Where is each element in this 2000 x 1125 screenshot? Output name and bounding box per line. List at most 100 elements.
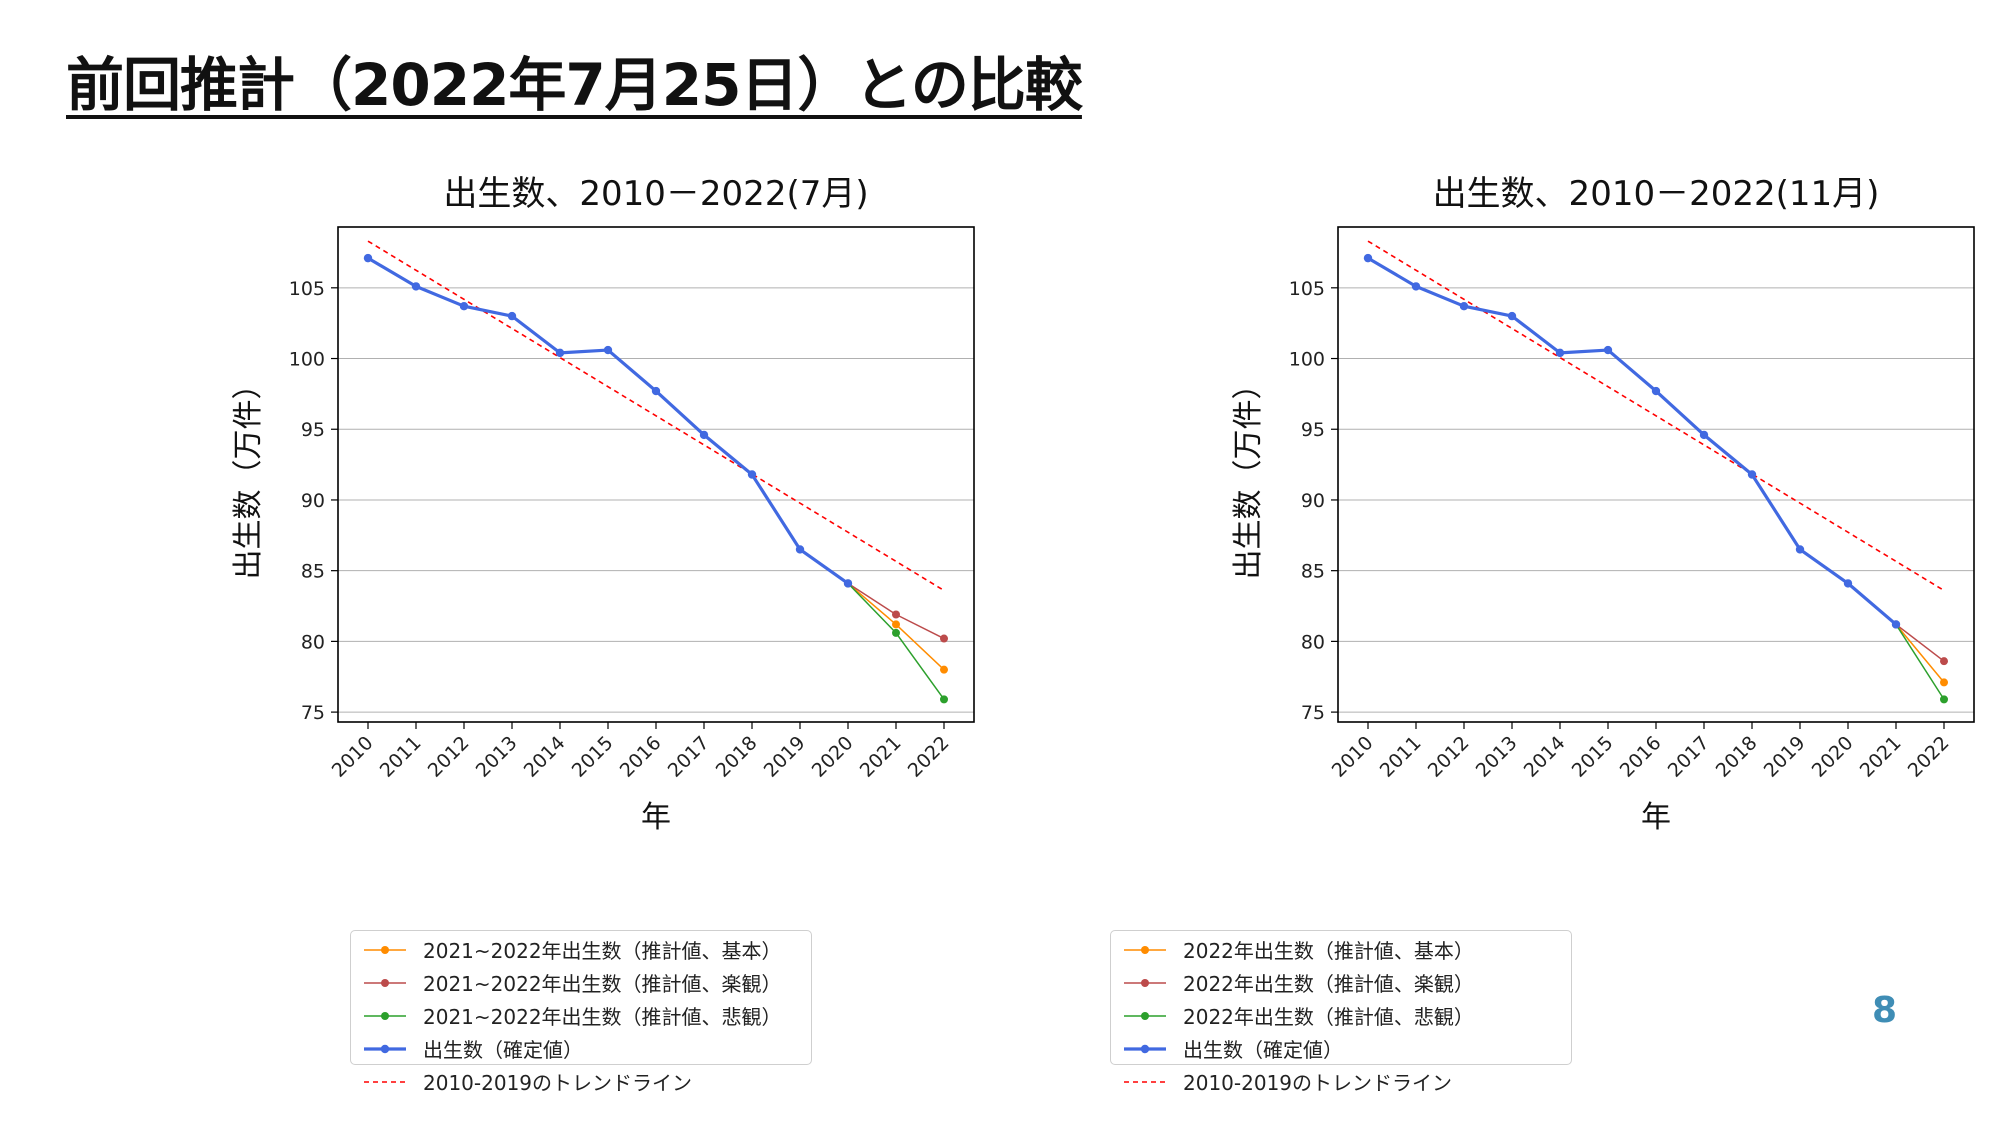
legend-item: 2022年出生数（推計値、悲観）	[1111, 999, 1571, 1032]
y-tick-label: 85	[301, 561, 325, 583]
birth-chart-november: 出生数、2010－2022(11月)7580859095100105201020…	[1231, 174, 1975, 835]
data-point-actual	[651, 386, 661, 396]
data-point-optimistic	[1940, 657, 1948, 666]
x-tick-label: 2017	[664, 732, 714, 782]
data-point-optimistic	[940, 634, 948, 643]
series-line-trend	[367, 240, 945, 592]
data-point-actual	[363, 253, 373, 263]
data-point-actual	[843, 579, 853, 588]
x-tick-label: 2022	[1904, 732, 1954, 782]
data-point-base	[892, 620, 900, 629]
y-tick-label: 85	[1301, 561, 1325, 583]
x-tick-label: 2019	[760, 732, 810, 782]
legend-swatch	[1124, 978, 1166, 987]
y-tick-label: 75	[1301, 702, 1325, 724]
legend-november: 2022年出生数（推計値、基本） 2022年出生数（推計値、楽観） 2022年出生数…	[1110, 930, 1572, 1095]
x-axis-label: 年	[641, 800, 671, 835]
data-point-actual	[1843, 579, 1853, 588]
legend-label: 出生数（確定値）	[423, 1038, 583, 1062]
series-line-actual	[1367, 256, 1898, 626]
data-point-actual	[747, 470, 757, 479]
y-tick-label: 75	[301, 702, 325, 724]
chart-title: 出生数、2010－2022(11月)	[1433, 174, 1880, 214]
x-axis-label: 年	[1641, 800, 1671, 835]
series-line-optimistic	[1895, 623, 1945, 662]
legend-item: 2010-2019のトレンドライン	[351, 1065, 811, 1098]
y-axis-label: 出生数（万件）	[1231, 370, 1266, 580]
y-tick-label: 95	[1301, 419, 1325, 441]
data-point-actual	[1507, 311, 1517, 321]
legend-item: 2022年出生数（推計値、基本）	[1111, 933, 1571, 966]
data-point-actual	[1891, 620, 1901, 629]
data-point-actual	[1555, 348, 1565, 358]
x-tick-label: 2017	[1664, 732, 1714, 782]
plot-frame	[1337, 226, 1975, 723]
data-point-actual	[1363, 253, 1373, 263]
x-tick-label: 2012	[424, 732, 474, 782]
legend-swatch	[364, 945, 406, 954]
x-tick-label: 2011	[1376, 732, 1426, 782]
page-number: 8	[1872, 990, 1898, 1031]
x-tick-label: 2021	[856, 732, 906, 782]
data-point-actual	[555, 348, 565, 358]
data-point-actual	[795, 545, 805, 554]
data-point-base	[940, 665, 948, 674]
legend-swatch	[364, 978, 406, 987]
data-point-actual	[1795, 545, 1805, 554]
y-axis-label: 出生数（万件）	[231, 370, 266, 580]
slide-title: 前回推計（2022年7月25日）との比較	[66, 51, 1083, 119]
y-tick-label: 105	[289, 278, 325, 300]
legend-label: 2021~2022年出生数（推計値、楽観）	[423, 972, 782, 996]
legend-label: 2022年出生数（推計値、基本）	[1183, 939, 1474, 963]
legend-item: 2010-2019のトレンドライン	[1111, 1065, 1571, 1098]
x-tick-label: 2012	[1424, 732, 1474, 782]
x-tick-label: 2018	[1712, 732, 1762, 782]
x-tick-label: 2013	[472, 732, 522, 782]
data-point-optimistic	[892, 610, 900, 619]
legend-swatch	[364, 1011, 406, 1020]
x-tick-label: 2020	[1808, 732, 1858, 782]
data-point-actual	[1747, 470, 1757, 479]
legend-swatch	[1124, 1011, 1166, 1020]
x-tick-label: 2022	[904, 732, 954, 782]
x-tick-label: 2015	[1568, 732, 1618, 782]
data-point-actual	[1603, 345, 1613, 355]
x-tick-label: 2014	[1520, 732, 1570, 782]
legend-swatch	[364, 1044, 406, 1053]
legend-label: 2021~2022年出生数（推計値、悲観）	[423, 1005, 782, 1029]
series-line-trend	[1367, 240, 1945, 592]
y-tick-label: 80	[301, 631, 325, 653]
series-line-actual	[367, 256, 849, 585]
legend-swatch	[1124, 1080, 1166, 1083]
y-tick-label: 100	[1289, 349, 1325, 371]
y-tick-label: 100	[289, 349, 325, 371]
legend-label: 出生数（確定値）	[1183, 1038, 1343, 1062]
plot-frame	[337, 226, 975, 723]
legend-swatch	[1124, 945, 1166, 954]
y-tick-label: 95	[301, 419, 325, 441]
x-tick-label: 2014	[520, 732, 570, 782]
data-point-actual	[1699, 430, 1709, 440]
y-tick-label: 90	[1301, 490, 1325, 512]
legend-item: 2022年出生数（推計値、楽観）	[1111, 966, 1571, 999]
data-point-actual	[1651, 386, 1661, 396]
x-tick-label: 2020	[808, 732, 858, 782]
data-point-base	[1940, 678, 1948, 687]
x-tick-label: 2019	[1760, 732, 1810, 782]
data-point-pessimistic	[940, 695, 948, 704]
x-tick-label: 2013	[1472, 732, 1522, 782]
legend-item: 出生数（確定値）	[1111, 1032, 1571, 1065]
y-tick-label: 105	[1289, 278, 1325, 300]
legend-label: 2010-2019のトレンドライン	[423, 1071, 693, 1095]
x-tick-label: 2016	[1616, 732, 1666, 782]
legend-label: 2010-2019のトレンドライン	[1183, 1071, 1453, 1095]
x-tick-label: 2018	[712, 732, 762, 782]
data-point-actual	[411, 282, 421, 291]
x-tick-label: 2021	[1856, 732, 1906, 782]
chart-title: 出生数、2010－2022(7月)	[443, 174, 868, 214]
y-tick-label: 90	[301, 490, 325, 512]
data-point-pessimistic	[892, 628, 900, 637]
data-point-actual	[603, 345, 613, 355]
data-point-actual	[459, 302, 469, 311]
birth-chart-july: 出生数、2010－2022(7月)75808590951001052010201…	[231, 174, 975, 835]
